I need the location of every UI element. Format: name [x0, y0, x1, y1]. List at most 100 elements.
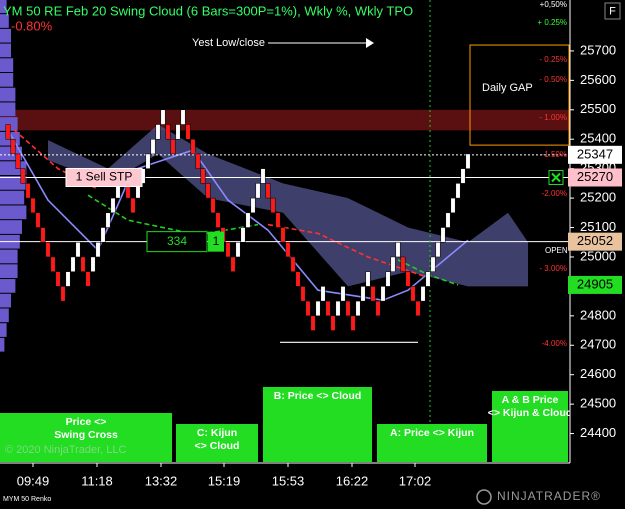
signal-label: B: Price <> Cloud	[274, 390, 362, 402]
ichimoku-cloud	[48, 124, 528, 287]
renko-brick	[45, 241, 51, 258]
tpo-bar	[0, 279, 16, 293]
x-tick-label: 09:49	[17, 473, 50, 488]
renko-brick	[380, 286, 386, 302]
sell-stop-box	[65, 167, 143, 187]
renko-brick	[160, 109, 166, 125]
renko-brick	[155, 124, 161, 140]
renko-brick	[385, 271, 391, 287]
renko-brick	[265, 183, 271, 199]
price-marker	[568, 168, 622, 187]
renko-brick	[430, 256, 436, 272]
signal-label: A: Price <> Kijun	[390, 427, 474, 439]
y-tick-label: 25400	[580, 131, 616, 146]
percent-level: - 0.50%	[539, 75, 567, 84]
sell-stop-label: 1 Sell STP	[76, 170, 133, 184]
x-tick-label: 17:02	[399, 473, 432, 488]
renko-brick	[405, 271, 411, 287]
price-marker-label: 25347	[577, 146, 613, 161]
tpo-bar	[0, 323, 7, 337]
tpo-bar	[0, 43, 11, 58]
tpo-bar	[0, 117, 18, 131]
tpo-bar	[0, 337, 5, 352]
price-marker-label: 25270	[577, 169, 613, 184]
y-tick-label: 25700	[580, 42, 616, 57]
renko-brick	[370, 286, 376, 302]
kijun-line	[7, 129, 469, 302]
f-button[interactable]	[604, 2, 621, 20]
tpo-bar	[0, 264, 18, 279]
yest-arrow-head	[366, 38, 374, 48]
renko-brick	[350, 315, 356, 331]
x-tick-label: 13:32	[145, 473, 178, 488]
copyright: © 2020 NinjaTrader, LLC	[5, 444, 126, 456]
renko-brick	[170, 138, 176, 155]
price-marker-label: 25052	[577, 233, 613, 248]
renko-brick	[60, 286, 66, 302]
close-position-x	[551, 172, 561, 183]
renko-brick	[360, 286, 366, 302]
renko-brick	[330, 315, 336, 331]
renko-brick	[245, 212, 251, 228]
change-label: -0.80%	[11, 18, 53, 33]
x-tick-label: 16:22	[336, 473, 369, 488]
renko-brick	[290, 256, 296, 272]
percent-level: - 0.25%	[539, 55, 567, 64]
tpo-bar	[0, 308, 9, 323]
price-marker-label: 24905	[577, 276, 613, 291]
renko-brick	[75, 241, 81, 258]
signal-label: Price <> Swing Cross	[54, 416, 118, 441]
counter-bars: 1	[213, 234, 220, 248]
tpo-bar	[0, 14, 9, 28]
logo-mark	[476, 489, 492, 505]
tpo-bar	[0, 220, 22, 234]
renko-brick	[390, 256, 396, 272]
y-tick-label: 25000	[580, 248, 616, 263]
renko-brick	[180, 109, 186, 125]
percent-level: - 1.00%	[539, 113, 567, 122]
tpo-bar	[0, 293, 11, 308]
renko-brick	[300, 286, 306, 302]
percent-level: -4.00%	[542, 339, 567, 348]
renko-brick	[270, 197, 276, 214]
y-tick-label: 25600	[580, 72, 616, 87]
percent-level: + 0.25%	[537, 18, 567, 27]
renko-brick	[40, 227, 46, 243]
renko-brick	[410, 286, 416, 302]
yest-label: Yest Low/close	[192, 37, 265, 49]
renko-brick	[365, 271, 371, 287]
percent-level: -1.50%	[542, 150, 567, 159]
renko-brick	[20, 168, 26, 184]
renko-brick	[260, 168, 266, 184]
logo: NINJATRADER®	[497, 489, 601, 503]
x-tick-label: 15:19	[208, 473, 241, 488]
renko-brick	[225, 241, 231, 258]
y-tick-label: 25200	[580, 190, 616, 205]
renko-brick	[275, 212, 281, 228]
price-marker	[568, 145, 622, 164]
x-tick-label: 15:53	[272, 473, 305, 488]
renko-brick	[15, 153, 21, 169]
renko-brick	[95, 241, 101, 258]
renko-brick	[315, 300, 321, 317]
renko-brick	[415, 300, 421, 317]
renko-brick	[440, 227, 446, 243]
f-button-label[interactable]: F	[609, 5, 616, 17]
tpo-bar	[0, 0, 7, 14]
y-tick-label: 25100	[580, 219, 616, 234]
signal-label: A & B Price <> Kijun & Cloud	[488, 394, 573, 419]
signal-box	[492, 391, 568, 462]
instrument-label: MYM 50 Renko	[3, 496, 51, 503]
percent-level: - 3.00%	[539, 264, 567, 273]
percent-level: +0,50%	[540, 0, 567, 9]
renko-brick	[195, 153, 201, 169]
y-tick-label: 24800	[580, 307, 616, 322]
chart-title: YM 50 RE Feb 20 Swing Cloud (6 Bars=300P…	[3, 3, 413, 18]
y-tick-label: 24400	[580, 425, 616, 440]
signal-box	[0, 413, 172, 462]
tpo-bar	[0, 102, 16, 117]
counter-bars-box	[208, 231, 224, 252]
renko-brick	[175, 124, 181, 140]
renko-brick	[465, 153, 471, 169]
